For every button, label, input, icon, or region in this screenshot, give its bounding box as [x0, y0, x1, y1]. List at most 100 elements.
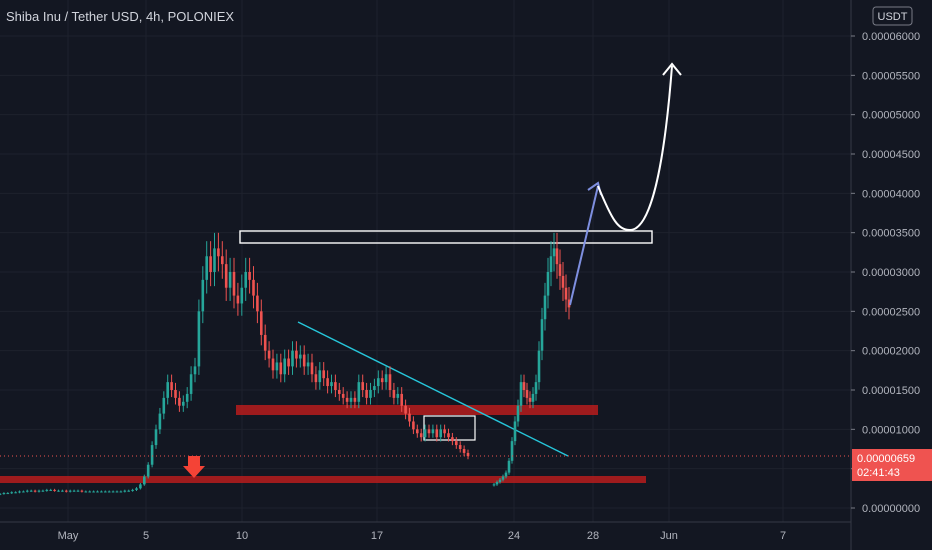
candle [271, 358, 275, 371]
candle [377, 378, 380, 387]
candle [162, 397, 166, 414]
candle [326, 378, 329, 387]
candle [217, 248, 220, 257]
candle [6, 493, 10, 495]
candle [419, 433, 423, 438]
candle [119, 491, 123, 493]
candle [291, 350, 294, 367]
candle [423, 429, 427, 438]
candle [561, 275, 565, 288]
candle [248, 272, 251, 280]
candle [534, 382, 538, 394]
currency-button[interactable] [872, 6, 913, 26]
down-arrow-marker [183, 456, 205, 478]
candle [528, 397, 532, 402]
candle [279, 362, 283, 375]
candle [519, 382, 523, 406]
candle [341, 393, 345, 398]
candle [236, 295, 240, 304]
candle [507, 460, 511, 473]
candle [224, 264, 228, 288]
candle [549, 256, 553, 272]
candle [37, 490, 41, 492]
y-tick-label: 0.00005500 [862, 70, 920, 82]
candle [295, 350, 298, 359]
candle [228, 272, 232, 288]
candle [174, 390, 177, 398]
candle [252, 279, 255, 296]
y-tick-label: 0.00001000 [862, 424, 920, 436]
candle [498, 479, 502, 483]
candle [504, 472, 508, 477]
candle [357, 382, 361, 402]
candle [240, 287, 244, 304]
candle [256, 295, 259, 312]
candle [462, 449, 466, 453]
candle [466, 452, 470, 457]
candle [22, 491, 25, 493]
candle [33, 490, 37, 492]
candle [522, 382, 526, 390]
candle [96, 491, 99, 493]
candle [139, 484, 142, 489]
price-label [852, 449, 932, 481]
candle [65, 490, 68, 492]
candle [369, 390, 372, 398]
candle [45, 489, 49, 491]
candle [552, 248, 556, 257]
chart-title: Shiba Inu / Tether USD, 4h, POLONIEX [6, 9, 234, 24]
x-tick-label: 28 [587, 530, 599, 542]
candle [543, 295, 547, 320]
candle [495, 482, 499, 485]
candle [2, 493, 6, 495]
candle [143, 476, 146, 485]
price-axis: 0.00006000 0.00005500 0.00005000 0.00004500… [851, 31, 920, 515]
x-tick-label: 5 [143, 530, 149, 542]
candle [334, 382, 337, 390]
candle [330, 382, 333, 387]
candle [537, 350, 541, 383]
candle [283, 358, 286, 375]
candle [131, 489, 134, 491]
candle [41, 490, 45, 492]
resistance-box [239, 230, 653, 244]
y-tick-label: 0.00002000 [862, 346, 920, 358]
y-tick-label: 0.00000000 [862, 503, 920, 515]
candle [263, 334, 267, 351]
candle [72, 490, 76, 492]
candle [26, 490, 29, 492]
candle [115, 491, 119, 493]
candle [197, 311, 201, 367]
candle [123, 490, 127, 492]
candle [166, 382, 169, 398]
candle [306, 362, 310, 367]
target-arrowhead [662, 62, 682, 76]
candle [53, 489, 56, 491]
candle [104, 491, 107, 493]
x-tick-label: 17 [371, 530, 383, 542]
candle [361, 382, 364, 390]
candle [88, 491, 91, 493]
support-zone-bottom [0, 476, 646, 483]
candle [525, 390, 529, 398]
y-tick-label: 0.00002500 [862, 306, 920, 318]
y-tick-label: 0.00006000 [862, 31, 920, 43]
candle [388, 374, 392, 390]
candle [458, 445, 462, 449]
candle [546, 272, 550, 296]
candle [558, 264, 562, 276]
y-tick-label: 0.00003000 [862, 267, 920, 279]
candle [182, 401, 185, 406]
projection-arrow-line [569, 185, 599, 306]
candle [170, 382, 173, 390]
candle [513, 421, 517, 442]
candle [201, 279, 205, 312]
y-tick-label: 0.00001500 [862, 385, 920, 397]
candle [29, 490, 33, 492]
candle [185, 393, 189, 402]
candle [353, 397, 357, 402]
candle [18, 491, 21, 493]
candle [380, 378, 384, 383]
